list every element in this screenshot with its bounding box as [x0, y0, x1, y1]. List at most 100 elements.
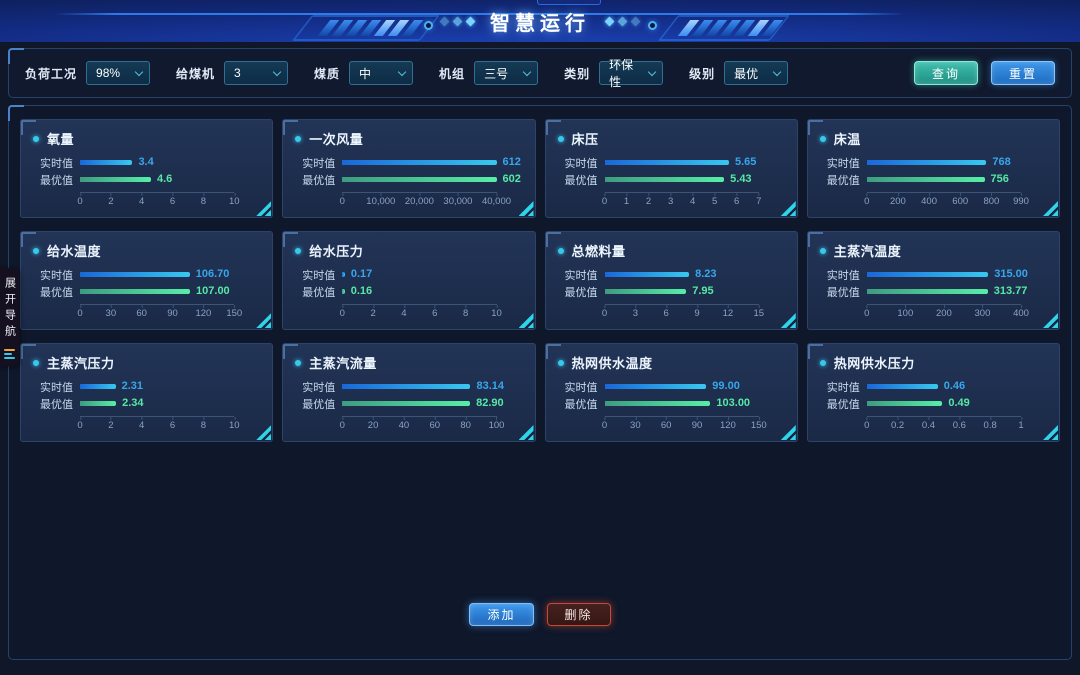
x-axis: 0 0.2 0.4 0.6 0.8 1 [864, 416, 1024, 432]
series-label: 实时值 [564, 381, 598, 394]
axis-tick: 9 [694, 305, 700, 319]
axis-tick: 30 [630, 417, 641, 431]
axis-tick: 400 [921, 193, 937, 207]
card-title: 总燃料量 [571, 244, 626, 259]
chart-row: 实时值 0.17 [293, 266, 496, 283]
chart-row: 最优值 103.00 [556, 395, 759, 412]
axis-tick: 0 [340, 417, 345, 431]
axis-tick: 200 [936, 305, 952, 319]
bullet-icon [295, 359, 302, 366]
series-label: 实时值 [302, 269, 336, 282]
realtime-value-bar [604, 384, 707, 389]
axis-tick: 120 [195, 305, 211, 319]
level-select[interactable]: 最优 [724, 61, 789, 85]
card-header: 给水压力 [283, 232, 534, 262]
delete-button[interactable]: 删除 [546, 603, 611, 626]
axis-tick: 0 [864, 417, 869, 431]
optimal-value-bar [604, 177, 725, 182]
selected-value: 98% [96, 66, 121, 80]
mini-bar-chart: 实时值 612 最优值 602 0 10,000 20,000 30,000 40,000 [283, 150, 534, 208]
series-label: 实时值 [40, 157, 73, 170]
unit-select[interactable]: 三号 [474, 61, 539, 85]
mini-bar-chart: 实时值 106.70 最优值 107.00 0 30 60 90 120 150 [21, 262, 272, 320]
axis-tick: 12 [723, 305, 733, 319]
card-title: 床温 [833, 132, 861, 147]
realtime-value-bar [80, 160, 133, 165]
axis-tick: 90 [692, 417, 702, 431]
bullet-icon [819, 359, 826, 366]
realtime-value-bar [342, 384, 471, 389]
axis-tick: 6 [664, 305, 669, 319]
chart-card: 给水温度 实时值 106.70 最优值 107.00 0 30 60 90 120 150 [20, 231, 274, 330]
filter-group-category: 类别 环保性 [564, 58, 664, 89]
chart-row: 最优值 107.00 [31, 283, 234, 300]
axis-tick: 8 [201, 193, 206, 207]
filter-group-load-condition: 负荷工况 98% [25, 61, 151, 85]
axis-tick: 6 [170, 417, 175, 431]
axis-tick: 150 [751, 417, 767, 431]
bar-track: 0.16 [342, 285, 496, 297]
card-title: 主蒸汽压力 [47, 356, 115, 371]
chart-row: 最优值 0.16 [293, 283, 496, 300]
card-header: 总燃料量 [546, 232, 797, 262]
card-title: 主蒸汽流量 [309, 356, 377, 371]
optimal-value-bar [80, 289, 191, 294]
reset-button[interactable]: 重置 [990, 61, 1055, 85]
add-button[interactable]: 添加 [469, 603, 534, 626]
chart-row: 实时值 83.14 [293, 378, 504, 395]
chart-card: 主蒸汽温度 实时值 315.00 最优值 313.77 0 100 200 300 400 [806, 231, 1060, 330]
category-select[interactable]: 环保性 [599, 58, 664, 89]
bullet-icon [557, 247, 564, 254]
filter-label: 给煤机 [176, 66, 216, 81]
axis-tick: 4 [401, 305, 407, 319]
chevron-down-icon [272, 67, 282, 77]
axis-tick: 100 [489, 417, 504, 431]
filter-bar: 负荷工况 98% 给煤机 3 煤质 中 机组 三号 类别 环保性 级别 [8, 48, 1072, 98]
axis-tick: 0 [77, 417, 83, 431]
chart-card: 总燃料量 实时值 8.23 最优值 7.95 0 3 6 9 12 15 [544, 231, 798, 330]
card-header: 一次风量 [283, 120, 534, 150]
filter-label: 负荷工况 [25, 66, 78, 81]
mini-bar-chart: 实时值 8.23 最优值 7.95 0 3 6 9 12 15 [546, 262, 797, 320]
bar-track: 5.43 [604, 173, 759, 185]
realtime-value-bar [866, 272, 989, 277]
card-title: 给水压力 [309, 244, 364, 259]
value-label: 0.16 [350, 285, 373, 297]
card-header: 床压 [546, 120, 797, 150]
value-label: 99.00 [712, 380, 740, 392]
bar-track: 756 [866, 173, 1021, 185]
axis-tick: 10,000 [366, 193, 395, 207]
chart-row: 实时值 3.4 [31, 154, 234, 171]
chart-row: 实时值 8.23 [556, 266, 759, 283]
axis-tick: 4 [139, 193, 144, 207]
optimal-value-bar [342, 177, 497, 182]
value-label: 0.46 [943, 380, 966, 392]
coal-quality-select[interactable]: 中 [349, 61, 414, 85]
chart-row: 实时值 5.65 [556, 154, 759, 171]
bullet-icon [557, 135, 564, 142]
bullet-icon [33, 359, 39, 366]
value-label: 315.00 [994, 268, 1028, 280]
bar-track: 82.90 [342, 397, 504, 409]
axis-tick: 0 [77, 193, 83, 207]
value-label: 103.00 [716, 397, 751, 409]
bar-track: 3.4 [80, 156, 234, 168]
axis-tick: 20 [368, 417, 378, 431]
value-label: 106.70 [195, 268, 230, 280]
selected-value: 中 [359, 66, 372, 81]
expand-nav-tab[interactable]: 展开导航 [0, 268, 19, 366]
query-button[interactable]: 查询 [913, 61, 978, 85]
axis-tick: 60 [661, 417, 671, 431]
load-condition-select[interactable]: 98% [86, 61, 151, 85]
axis-tick: 2 [108, 417, 113, 431]
series-label: 实时值 [826, 381, 860, 394]
axis-tick: 6 [734, 193, 739, 207]
app-header: 智慧运行 [0, 0, 1080, 42]
chart-row: 最优值 5.43 [556, 171, 759, 188]
axis-tick: 0.4 [922, 417, 935, 431]
optimal-value-bar [604, 401, 711, 406]
coal-feeder-select[interactable]: 3 [224, 61, 289, 85]
card-title: 给水温度 [47, 244, 102, 259]
title-arrows-right-icon [604, 16, 641, 26]
realtime-value-bar [866, 384, 938, 389]
